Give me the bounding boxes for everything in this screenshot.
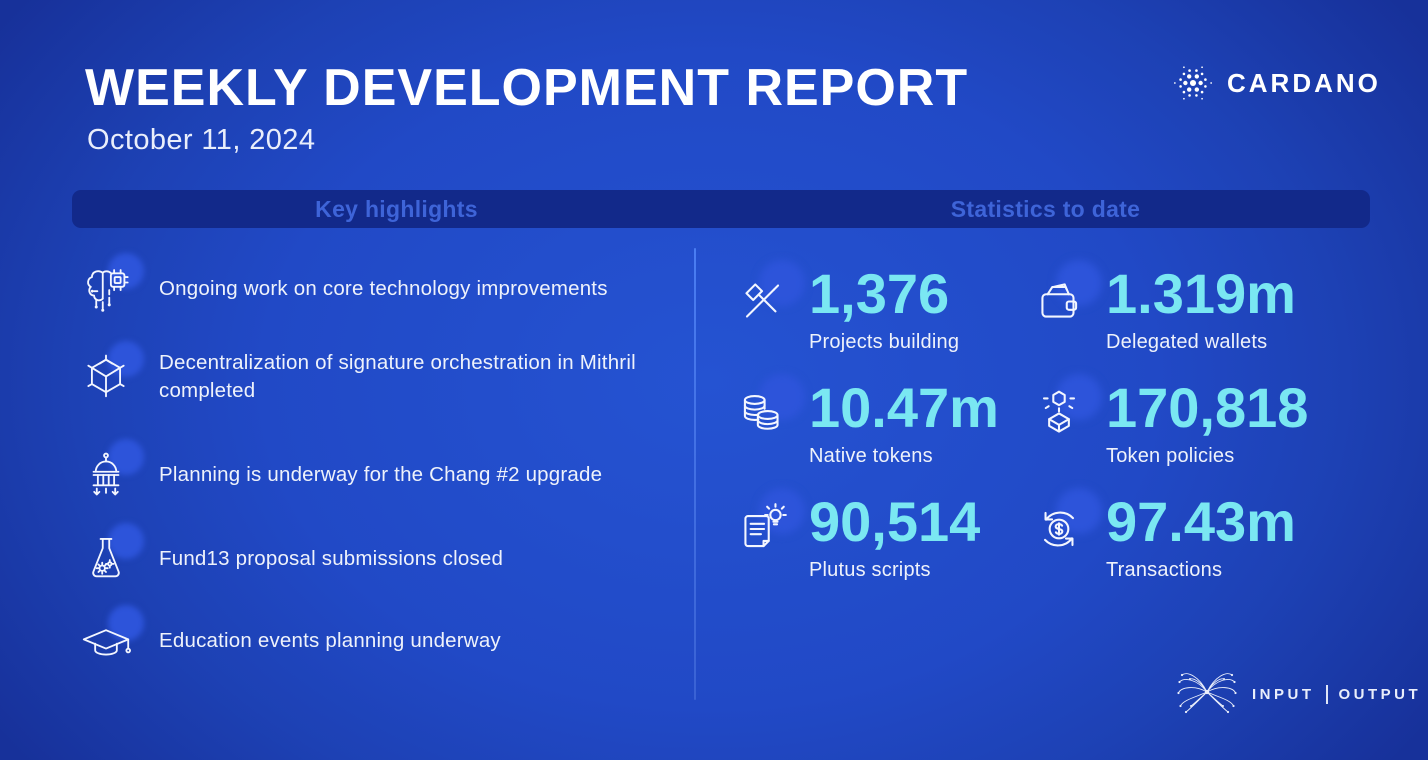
highlight-item: Ongoing work on core technology improvem… [80, 253, 674, 320]
stat-label: Plutus scripts [809, 559, 931, 581]
wordmark-separator [1325, 685, 1328, 704]
stat-value: 90,514 [809, 490, 981, 553]
highlight-item: Fund13 proposal submissions closed [80, 523, 674, 590]
hammer-tools-icon [733, 272, 791, 330]
stat-value: 170,818 [1106, 376, 1309, 439]
highlight-text: Planning is underway for the Chang #2 up… [159, 462, 603, 486]
coins-icon [733, 386, 791, 444]
icon-accent-dot [759, 260, 805, 306]
icon-accent-dot [759, 374, 805, 420]
stat-token-policies: 170,818 Token policies [1030, 374, 1309, 468]
input-output-brand: INPUT OUTPUT [1176, 668, 1421, 721]
input-wordmark: INPUT [1252, 686, 1315, 703]
stat-value: 1.319m [1106, 262, 1296, 325]
icon-accent-dot [1056, 488, 1102, 534]
stat-transactions: 97.43m Transactions [1030, 488, 1296, 582]
icon-accent-dot [108, 439, 144, 475]
highlight-text: Decentralization of signature orchestrat… [159, 350, 636, 402]
icon-accent-dot [108, 605, 144, 641]
stat-label: Projects building [809, 331, 960, 353]
icon-accent-dot [1056, 260, 1102, 306]
stat-native-tokens: 10.47m Native tokens [733, 374, 999, 468]
icon-accent-dot [108, 523, 144, 559]
butterfly-icon [1176, 668, 1238, 721]
wallet-icon [1030, 272, 1088, 330]
stat-label: Delegated wallets [1106, 331, 1268, 353]
stat-value: 1,376 [809, 262, 950, 325]
stat-projects-building: 1,376 Projects building [733, 260, 960, 354]
stat-label: Transactions [1106, 559, 1223, 581]
section-title-key-highlights: Key highlights [315, 195, 478, 222]
cardano-logo-icon [1172, 62, 1214, 104]
brain-circuit-icon [80, 263, 132, 315]
stat-label: Token policies [1106, 445, 1235, 467]
section-header-bar: Key highlights Statistics to date [72, 190, 1370, 228]
highlight-item: Planning is underway for the Chang #2 up… [80, 439, 674, 506]
cube-network-icon [80, 351, 132, 403]
output-wordmark: OUTPUT [1338, 686, 1422, 703]
page-title: WEEKLY DEVELOPMENT REPORT [85, 59, 969, 117]
stat-value: 10.47m [809, 376, 999, 439]
stat-label: Native tokens [809, 445, 933, 467]
highlight-text: Ongoing work on core technology improvem… [159, 276, 608, 300]
capitol-icon [80, 449, 132, 501]
highlight-text: Fund13 proposal submissions closed [159, 546, 504, 570]
stat-plutus-scripts: 90,514 Plutus scripts [733, 488, 981, 582]
highlight-text: Education events planning underway [159, 628, 501, 652]
report-date: October 11, 2024 [87, 124, 316, 156]
highlight-item: Decentralization of signature orchestrat… [80, 341, 674, 408]
highlight-item: Education events planning underway [80, 605, 674, 672]
graduation-cap-icon [80, 615, 132, 667]
stat-value: 97.43m [1106, 490, 1296, 553]
token-policy-icon [1030, 386, 1088, 444]
transactions-icon [1030, 500, 1088, 558]
plutus-script-icon [733, 500, 791, 558]
cardano-wordmark: CARDANO [1227, 67, 1381, 98]
stat-delegated-wallets: 1.319m Delegated wallets [1030, 260, 1296, 354]
section-title-statistics: Statistics to date [950, 195, 1141, 222]
column-divider [694, 248, 696, 700]
icon-accent-dot [759, 488, 805, 534]
flask-icon [80, 533, 132, 585]
cardano-brand: CARDANO [1172, 62, 1381, 104]
